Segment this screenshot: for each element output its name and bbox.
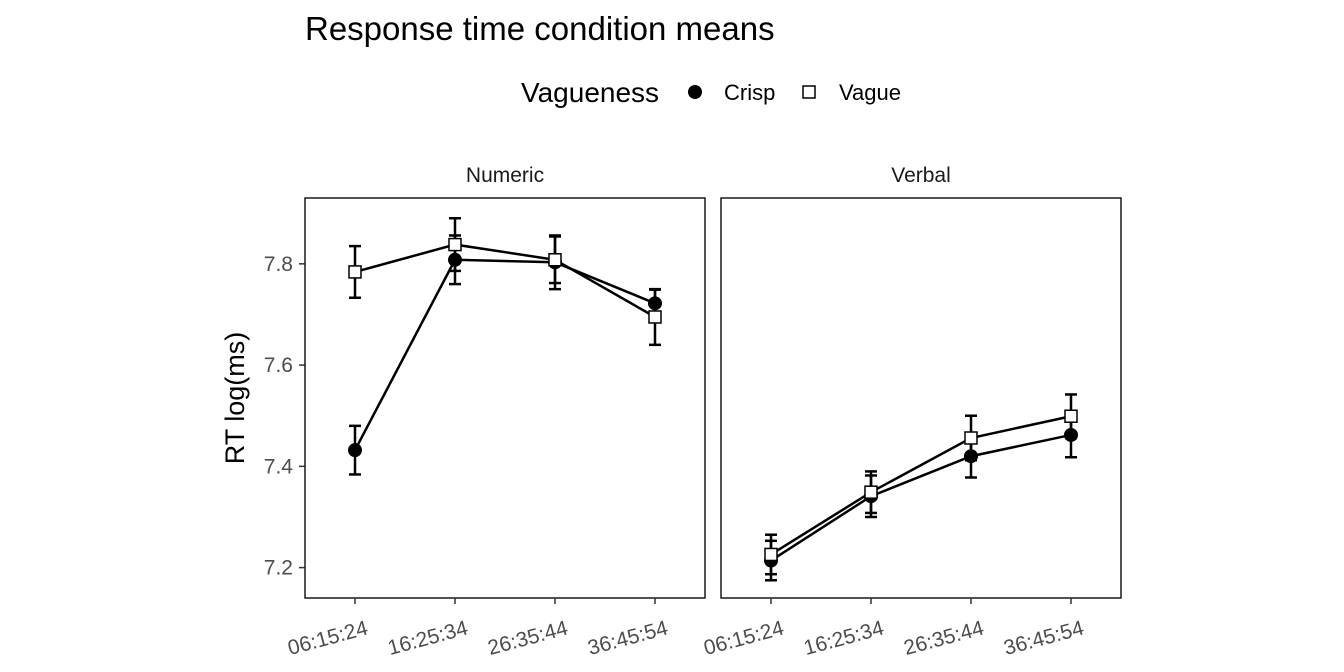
legend: Vagueness Crisp Vague bbox=[521, 77, 901, 108]
series-line bbox=[354, 243, 656, 319]
x-tick-label: 26:35:44 bbox=[485, 617, 570, 660]
panel-verbal: Verbal 06:15:24 16:25:34 26:35:44 36:45:54 bbox=[701, 164, 1122, 660]
series-vague bbox=[348, 217, 662, 347]
y-tick-label: 7.4 bbox=[264, 455, 294, 478]
data-point bbox=[548, 253, 562, 267]
data-point bbox=[1064, 409, 1078, 423]
legend-vague-label: Vague bbox=[839, 80, 901, 105]
y-tick-label: 7.2 bbox=[264, 557, 293, 580]
x-tick-label: 26:35:44 bbox=[901, 617, 986, 660]
data-point bbox=[764, 547, 778, 562]
data-point bbox=[648, 310, 662, 324]
x-tick-label: 36:45:54 bbox=[1001, 617, 1086, 660]
y-tick-label: 7.8 bbox=[264, 253, 293, 276]
x-tick-label: 36:45:54 bbox=[585, 617, 670, 660]
legend-crisp-marker bbox=[688, 85, 702, 99]
series-line bbox=[770, 415, 1072, 556]
series-line bbox=[353, 258, 656, 451]
legend-vague-marker bbox=[802, 85, 816, 99]
x-tick-label: 06:15:24 bbox=[701, 617, 786, 660]
panel-numeric: Numeric 06:15:24 16:25:34 26:35:44 36:45:54 bbox=[285, 164, 706, 660]
panel-strip-label: Numeric bbox=[466, 164, 544, 187]
data-point bbox=[348, 443, 362, 458]
series-line bbox=[770, 433, 1072, 562]
data-point bbox=[964, 431, 978, 445]
panel-strip-label: Verbal bbox=[891, 164, 951, 187]
legend-title: Vagueness bbox=[521, 77, 659, 108]
series-vague bbox=[764, 393, 1078, 576]
panel-border bbox=[304, 197, 706, 599]
chart-title: Response time condition means bbox=[305, 10, 775, 47]
y-axis-label: RT log(ms) bbox=[220, 332, 250, 465]
plot-area: 7.2 7.4 7.6 7.8 Numeric 06:15:24 16:25:34 26:35… bbox=[264, 164, 1122, 660]
data-point bbox=[864, 485, 878, 499]
y-tick-label: 7.6 bbox=[264, 354, 293, 377]
x-tick-label: 16:25:34 bbox=[801, 617, 886, 660]
data-point bbox=[348, 265, 362, 279]
legend-crisp-label: Crisp bbox=[724, 80, 775, 105]
panel-border bbox=[720, 197, 1122, 599]
data-point bbox=[448, 237, 462, 252]
x-tick-label: 16:25:34 bbox=[385, 617, 470, 660]
x-tick-label: 06:15:24 bbox=[285, 617, 370, 660]
